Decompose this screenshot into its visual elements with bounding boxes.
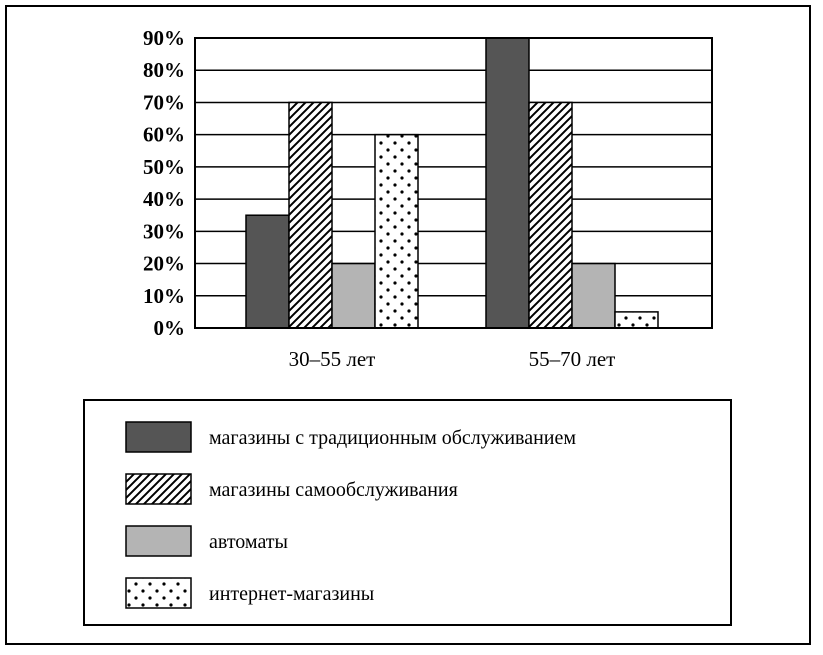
legend-swatch	[125, 525, 192, 557]
legend-swatch	[125, 421, 192, 453]
category-labels: 30–55 лет 55–70 лет	[289, 347, 616, 371]
legend-label: магазины самообслуживания	[209, 479, 458, 501]
bar	[288, 101, 333, 329]
y-tick-label: 0%	[154, 316, 186, 340]
legend-box	[83, 399, 732, 626]
x-category-label: 30–55 лет	[289, 347, 376, 371]
bar	[485, 37, 530, 329]
x-category-label: 55–70 лет	[529, 347, 616, 371]
legend-label: магазины с традиционным обслуживанием	[209, 427, 576, 449]
bar	[571, 262, 616, 329]
y-tick-label: 30%	[143, 219, 185, 243]
bar	[245, 214, 290, 329]
legend-swatch	[125, 577, 192, 609]
bar	[614, 311, 659, 329]
bar	[331, 262, 376, 329]
legend-swatch	[125, 473, 192, 505]
y-tick-label: 90%	[143, 26, 185, 50]
y-tick-label: 80%	[143, 58, 185, 82]
legend-label: автоматы	[209, 531, 288, 553]
y-tick-label: 20%	[143, 252, 185, 276]
y-tick-label: 50%	[143, 155, 185, 179]
y-tick-label: 10%	[143, 284, 185, 308]
bars	[245, 37, 659, 329]
legend: магазины с традиционным обслуживанием маг…	[83, 399, 732, 626]
y-tick-label: 70%	[143, 90, 185, 114]
y-tick-labels: 0% 10% 20% 30% 40% 50% 60% 70% 80% 90%	[143, 26, 185, 340]
y-tick-label: 40%	[143, 187, 185, 211]
bar	[374, 133, 419, 329]
legend-label: интернет-магазины	[209, 583, 374, 605]
bar	[528, 101, 573, 329]
y-tick-label: 60%	[143, 123, 185, 147]
plot-area-border	[194, 37, 713, 329]
